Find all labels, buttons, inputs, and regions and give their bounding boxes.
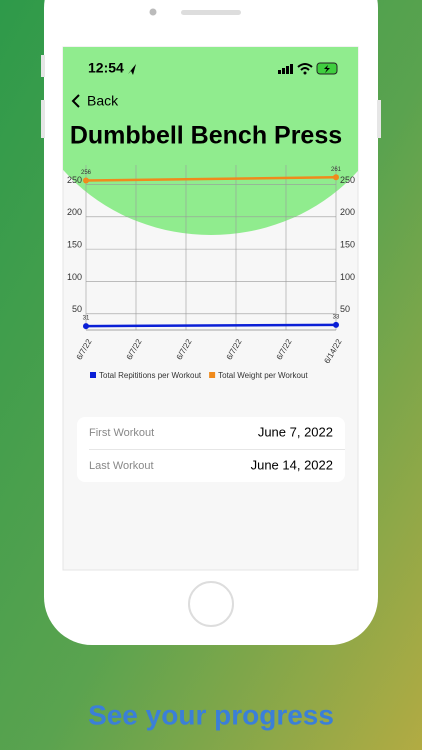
data-label: 33: [333, 314, 340, 320]
row-value: June 14, 2022: [251, 457, 333, 472]
screen-content: [63, 47, 358, 235]
legend-swatch: [209, 372, 216, 378]
data-point: [333, 174, 339, 181]
wifi-icon: [303, 71, 307, 75]
phone-button: [41, 55, 45, 77]
y2-tick-label: 150: [340, 239, 355, 249]
row-label: First Workout: [89, 427, 154, 439]
caption: See your progress: [88, 699, 334, 730]
data-label: 31: [83, 316, 90, 322]
legend-label: Total Repititions per Workout: [99, 371, 202, 380]
page-title: Dumbbell Bench Press: [70, 122, 342, 150]
y-tick-label: 150: [67, 239, 82, 249]
y2-tick-label: 200: [340, 207, 355, 217]
home-button[interactable]: [188, 581, 234, 627]
series-line: [85, 323, 337, 328]
y2-tick-label: 100: [340, 272, 355, 282]
data-point: [333, 321, 339, 328]
y2-tick-label: 50: [340, 304, 350, 314]
row-value: June 7, 2022: [258, 424, 333, 439]
data-label: 256: [81, 170, 92, 176]
wifi-icon: [297, 63, 313, 71]
y-tick-label: 250: [67, 175, 82, 185]
data-point: [83, 177, 89, 184]
speaker: [181, 10, 241, 15]
row-label: Last Workout: [89, 460, 154, 472]
status-time: 12:54: [88, 60, 124, 76]
legend-swatch: [90, 372, 96, 378]
y2-tick-label: 250: [340, 175, 355, 185]
y-tick-label: 50: [72, 304, 82, 314]
y-tick-label: 100: [67, 272, 82, 282]
header-circle: [63, 47, 358, 235]
series-line: [85, 176, 337, 182]
battery-icon: [324, 65, 330, 73]
back-chevron[interactable]: [71, 94, 80, 108]
phone-button: [41, 100, 45, 138]
camera: [149, 8, 157, 16]
y-tick-label: 200: [67, 207, 82, 217]
phone-button: [377, 100, 381, 138]
location-icon: [128, 64, 136, 75]
data-point: [83, 323, 89, 330]
back-button[interactable]: Back: [87, 93, 119, 109]
legend-label: Total Weight per Workout: [218, 371, 308, 380]
data-label: 261: [331, 167, 342, 173]
signal-icon: [278, 64, 293, 74]
